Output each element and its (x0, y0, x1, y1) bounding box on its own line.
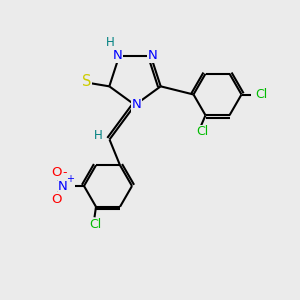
Text: N: N (113, 49, 122, 62)
Text: -: - (62, 166, 67, 179)
Text: Cl: Cl (89, 218, 101, 231)
Text: S: S (82, 74, 92, 89)
Text: H: H (94, 129, 103, 142)
Text: H: H (106, 36, 115, 49)
Text: N: N (132, 98, 141, 112)
Text: N: N (58, 179, 68, 193)
Text: +: + (66, 174, 74, 184)
Text: O: O (51, 193, 62, 206)
Text: Cl: Cl (196, 125, 208, 138)
Text: O: O (51, 166, 62, 179)
Text: Cl: Cl (255, 88, 267, 101)
Text: N: N (148, 49, 157, 62)
